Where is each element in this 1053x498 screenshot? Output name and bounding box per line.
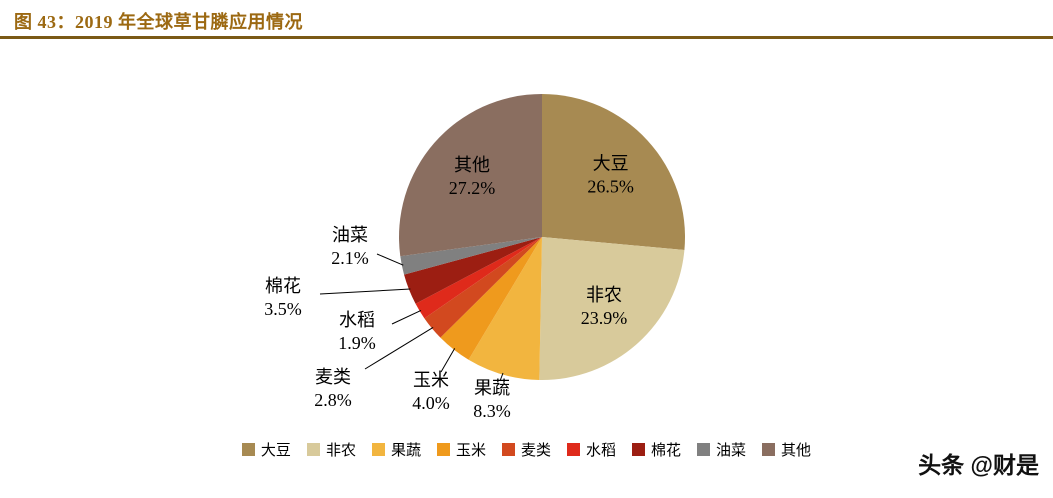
legend-label: 棉花 [651,443,682,459]
legend-swatch [697,443,711,456]
slice-label-大豆: 大豆 26.5% [587,153,634,196]
legend-label: 非农 [325,443,356,459]
pie-slice-大豆 [542,94,686,250]
legend-item-麦类: 麦类 [501,439,551,460]
pie-slice-麦类 [424,237,542,338]
slice-label-非农: 非农 23.9% [581,285,628,328]
pie-slice-玉米 [440,237,542,360]
leader-line-油菜 [376,253,404,266]
slice-label-油菜: 油菜 2.1% [331,225,369,268]
legend-label: 大豆 [260,443,291,459]
legend-swatch [501,443,515,456]
legend-swatch [762,443,776,456]
leader-line-果蔬 [499,372,504,382]
pie-slice-其他 [399,94,542,257]
leader-line-玉米 [440,348,456,373]
pie-slice-非农 [539,237,685,380]
leader-line-棉花 [319,288,411,295]
legend-label: 果蔬 [390,443,421,459]
legend-label: 麦类 [520,443,551,459]
slice-label-玉米: 玉米 4.0% [412,370,450,413]
title-underline [0,36,1053,39]
legend-swatch [632,443,646,456]
chart-legend: 大豆 非农 果蔬 玉米 麦类 水稻 棉花 油菜 其他 [0,439,1053,460]
legend-label: 油菜 [716,443,747,459]
legend-item-果蔬: 果蔬 [371,439,421,460]
legend-item-其他: 其他 [762,439,811,460]
legend-item-玉米: 玉米 [436,439,486,460]
legend-swatch [371,443,385,456]
pie-slice-棉花 [404,237,542,304]
pie-slice-水稻 [415,237,542,319]
legend-swatch [436,443,450,456]
legend-item-棉花: 棉花 [632,439,681,460]
legend-swatch [567,443,580,456]
legend-item-非农: 非农 [306,439,356,460]
legend-item-大豆: 大豆 [241,439,291,460]
legend-item-水稻: 水稻 [567,439,616,460]
pie-slice-果蔬 [468,237,542,380]
slice-label-棉花: 棉花 3.5% [264,276,302,319]
leader-line-水稻 [391,310,422,325]
leader-line-麦类 [364,327,434,370]
legend-label: 水稻 [586,443,617,459]
watermark: 头条 @财是 [918,452,1039,478]
slice-label-麦类: 麦类 2.8% [314,367,352,410]
legend-label: 其他 [781,443,812,459]
figure-title: 图 43：2019 年全球草甘膦应用情况 [14,12,303,32]
slice-label-果蔬: 果蔬 8.3% [473,378,511,421]
legend-swatch [241,443,255,456]
legend-item-油菜: 油菜 [697,439,746,460]
legend-label: 玉米 [455,443,486,459]
legend-swatch [306,443,320,456]
slice-label-水稻: 水稻 1.9% [338,310,376,353]
pie-slice-油菜 [400,237,542,275]
slice-label-其他: 其他 27.2% [449,155,496,198]
